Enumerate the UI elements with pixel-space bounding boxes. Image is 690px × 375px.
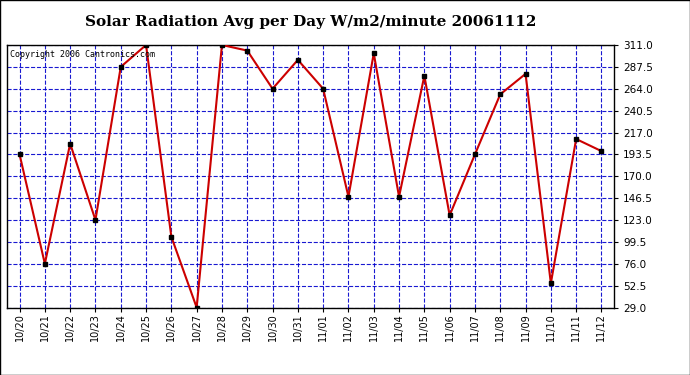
Text: Copyright 2006 Cantronics.com: Copyright 2006 Cantronics.com [10, 50, 155, 59]
Text: Solar Radiation Avg per Day W/m2/minute 20061112: Solar Radiation Avg per Day W/m2/minute … [85, 15, 536, 29]
